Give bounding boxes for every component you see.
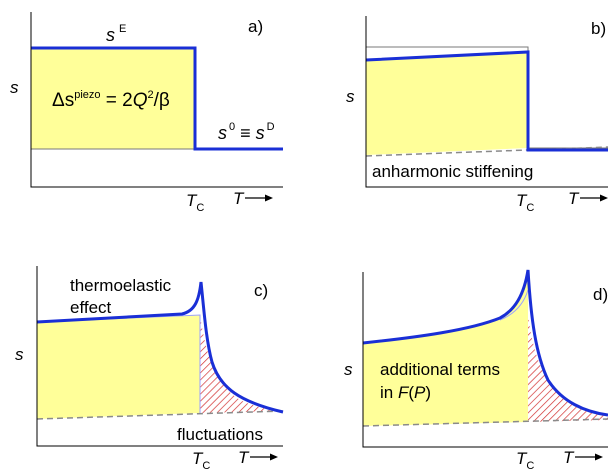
- panel-c-dashed-baseline: [36, 410, 284, 420]
- panel-a-t-arrow: [245, 194, 273, 202]
- panel-b-axes: [365, 16, 608, 188]
- panel-b-label: anharmonic stiffening: [372, 162, 533, 181]
- panel-d-axes: [362, 272, 608, 448]
- panel-b-t-label: T: [568, 189, 580, 208]
- panel-c-t-label: T: [238, 448, 250, 467]
- panel-a-axes: [30, 12, 283, 188]
- panel-a-curve: [31, 46, 283, 151]
- panel-d-thin-curve: [499, 289, 529, 321]
- panel-c-letter: c): [254, 281, 268, 300]
- panel-d-label-line2: in F(P): [380, 383, 431, 402]
- panel-d: d) s additional terms in F(P) TC T: [344, 269, 608, 471]
- panel-d-t-label: T: [563, 448, 575, 467]
- panel-b: b) s anharmonic stiffening TC T: [346, 16, 608, 214]
- panel-b-s-axis-label: s: [346, 87, 355, 106]
- panel-c-fluctuations-label: fluctuations: [177, 425, 263, 444]
- panel-a-tc-label: TC: [186, 191, 204, 214]
- panel-d-dashed-baseline: [362, 418, 608, 427]
- panel-d-label-line1: additional terms: [380, 360, 500, 379]
- panel-c-axes: [36, 266, 283, 447]
- panel-d-fill: [363, 270, 528, 426]
- panel-c-hatch-region: [200, 315, 283, 413]
- panel-c-fill: [37, 315, 200, 419]
- panel-c-t-arrow: [250, 453, 278, 461]
- panel-d-letter: d): [593, 285, 608, 304]
- panel-d-curve: [362, 269, 608, 417]
- panel-a-fill: [31, 48, 195, 149]
- panel-c: c) s thermoelastic effect fluctuations T…: [15, 266, 284, 471]
- panel-c-s-axis-label: s: [15, 345, 24, 364]
- panel-b-fill: [366, 52, 528, 155]
- panel-b-tc-label: TC: [516, 191, 534, 214]
- panel-b-letter: b): [591, 19, 606, 38]
- panel-a-letter: a): [248, 17, 263, 36]
- panel-d-s-axis-label: s: [344, 360, 353, 379]
- panel-d-hatch-region: [528, 315, 608, 422]
- panel-a-formula: Δspiezo = 2Q2/β: [52, 89, 170, 111]
- panel-c-label-line1: thermoelastic: [70, 276, 172, 295]
- panel-c-tc-label: TC: [192, 449, 210, 471]
- panel-a-t-label: T: [233, 189, 245, 208]
- panel-a-s-axis-label: s: [10, 78, 19, 97]
- panel-d-tc-label: TC: [516, 449, 534, 471]
- panel-d-t-arrow: [575, 453, 603, 461]
- panel-b-t-arrow: [580, 194, 608, 202]
- panel-b-curve: [365, 50, 608, 152]
- panel-c-label-line2: effect: [70, 298, 112, 317]
- panel-c-curve: [36, 281, 284, 414]
